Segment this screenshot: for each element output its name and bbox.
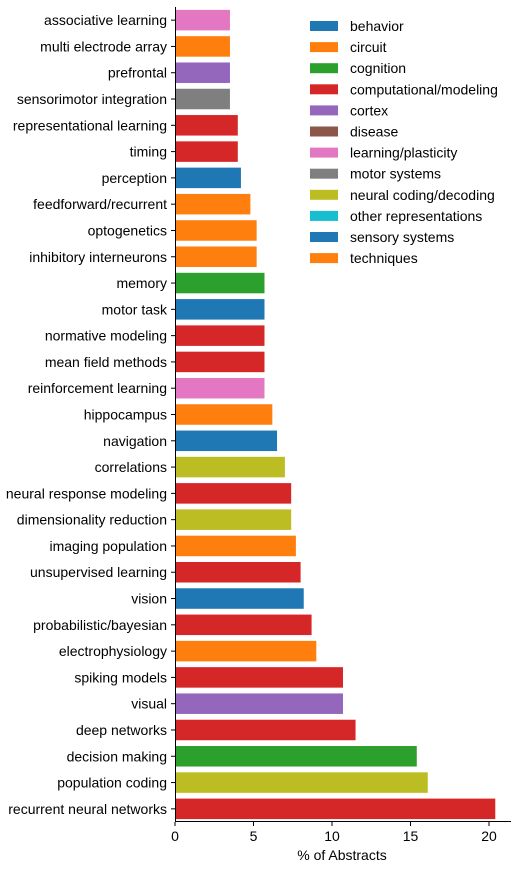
category-label: representational learning: [13, 117, 167, 133]
category-labels: associative learning multi electrode arra…: [6, 12, 175, 817]
legend-label: behavior: [350, 18, 404, 34]
category-label: feedforward/recurrent: [33, 196, 167, 212]
bar: [175, 115, 238, 136]
category-label: mean field methods: [45, 354, 167, 370]
legend-label: computational/modeling: [350, 81, 498, 97]
category-label: probabilistic/bayesian: [33, 617, 167, 633]
bar: [175, 325, 265, 346]
bar: [175, 272, 265, 294]
category-label: correlations: [95, 459, 167, 475]
bar: [175, 62, 230, 83]
category-label: imaging population: [49, 538, 167, 554]
legend-swatch: [310, 42, 338, 53]
bar: [175, 456, 285, 478]
bar: [175, 667, 343, 688]
legend-swatch: [310, 21, 338, 31]
legend-swatch: [310, 84, 338, 95]
bar: [175, 377, 265, 399]
legend-swatch: [310, 210, 338, 221]
bar: [175, 561, 301, 583]
bar: [175, 88, 230, 110]
bar: [175, 614, 312, 636]
x-tick-label: 20: [481, 828, 497, 844]
legend-label: other representations: [350, 208, 482, 224]
category-label: multi electrode array: [40, 38, 167, 54]
legend-label: cognition: [350, 60, 406, 76]
legend-swatch: [310, 189, 338, 200]
legend-swatch: [310, 253, 338, 264]
legend-swatch: [310, 105, 338, 116]
bar: [175, 693, 343, 714]
category-label: vision: [131, 591, 167, 607]
category-label: dimensionality reduction: [17, 512, 167, 528]
x-tick-label: 5: [250, 828, 258, 844]
category-label: deep networks: [76, 722, 167, 738]
bar: [175, 193, 251, 215]
category-label: normative modeling: [45, 328, 167, 344]
bars: [175, 9, 496, 820]
bar: [175, 640, 317, 662]
category-label: navigation: [103, 433, 167, 449]
legend-label: learning/plasticity: [350, 145, 457, 161]
legend-swatch: [310, 63, 338, 74]
legend-swatch: [310, 126, 338, 137]
x-tick-label: 15: [403, 828, 419, 844]
category-label: optogenetics: [88, 222, 167, 238]
category-label: population coding: [57, 775, 167, 791]
category-label: inhibitory interneurons: [29, 249, 167, 265]
x-tick-label: 0: [171, 828, 179, 844]
bar: [175, 430, 278, 452]
bar: [175, 509, 292, 530]
legend-label: neural coding/decoding: [350, 187, 495, 203]
category-label: recurrent neural networks: [8, 801, 167, 817]
bar: [175, 299, 265, 320]
legend: behavior circuit cognition computational/mo…: [310, 18, 498, 266]
category-label: electrophysiology: [59, 643, 167, 659]
x-tick-label: 10: [324, 828, 340, 844]
bar: [175, 36, 230, 57]
legend-swatch: [310, 232, 338, 242]
bar: [175, 483, 292, 504]
legend-swatch: [310, 147, 338, 158]
category-label: spiking models: [74, 669, 167, 685]
bar: [175, 404, 273, 425]
bar: [175, 719, 356, 741]
category-label: visual: [131, 696, 167, 712]
bar: [175, 351, 265, 373]
legend-label: cortex: [350, 102, 388, 118]
category-label: hippocampus: [84, 407, 167, 423]
bar: [175, 9, 230, 31]
category-label: perception: [102, 170, 167, 186]
bar: [175, 246, 257, 268]
legend-label: circuit: [350, 39, 387, 55]
category-label: reinforcement learning: [28, 380, 167, 396]
bar: [175, 772, 428, 793]
category-label: unsupervised learning: [30, 564, 167, 580]
bar: [175, 588, 304, 609]
bar: [175, 220, 257, 241]
legend-label: motor systems: [350, 166, 441, 182]
legend-label: techniques: [350, 250, 418, 266]
legend-swatch: [310, 168, 338, 179]
bar: [175, 167, 241, 189]
legend-label: disease: [350, 124, 398, 140]
x-axis-label: % of Abstracts: [297, 847, 386, 863]
category-label: prefrontal: [108, 65, 167, 81]
category-label: motor task: [102, 301, 168, 317]
x-ticks: 0 5 10 15 20: [171, 822, 497, 844]
category-label: sensorimotor integration: [17, 91, 167, 107]
category-label: timing: [130, 144, 167, 160]
axes: [175, 7, 511, 822]
bar: [175, 746, 417, 767]
legend-label: sensory systems: [350, 229, 454, 245]
bar: [175, 535, 296, 557]
category-label: neural response modeling: [6, 485, 167, 501]
category-label: memory: [116, 275, 167, 291]
category-label: associative learning: [44, 12, 167, 28]
bar: [175, 798, 496, 820]
bar: [175, 141, 238, 162]
category-label: decision making: [67, 748, 167, 764]
